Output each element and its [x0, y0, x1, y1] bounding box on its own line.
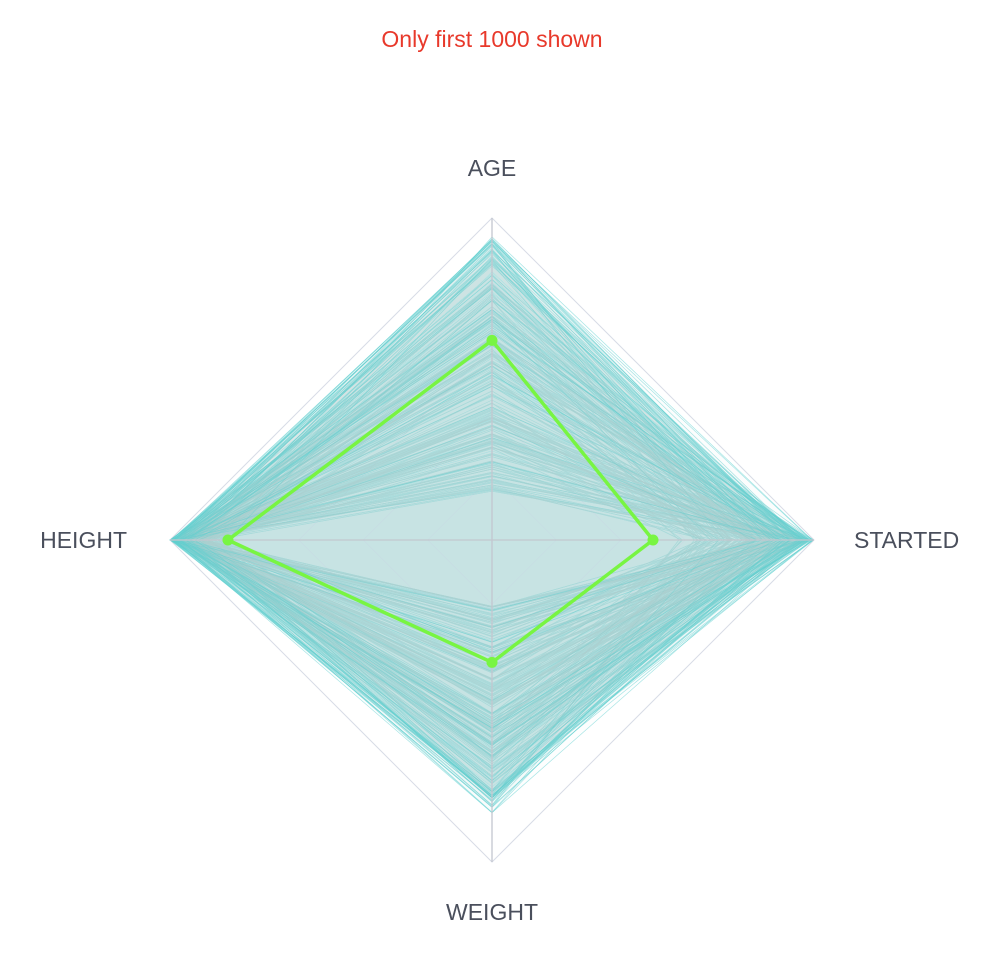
axis-label-started: STARTED	[854, 527, 959, 553]
radar-axes	[170, 218, 814, 862]
axis-label-weight: WEIGHT	[446, 899, 538, 925]
records-limit-notice: Only first 1000 shown	[381, 26, 603, 52]
axis-label-height: HEIGHT	[40, 527, 127, 553]
axis-label-age: AGE	[468, 155, 517, 181]
highlighted-point-age[interactable]	[486, 334, 498, 346]
highlighted-point-height[interactable]	[222, 534, 234, 546]
highlighted-point-weight[interactable]	[486, 656, 498, 668]
highlighted-series-group[interactable]	[222, 334, 659, 668]
highlighted-point-started[interactable]	[647, 534, 659, 546]
axis-labels: AGE STARTED WEIGHT HEIGHT	[40, 155, 959, 925]
